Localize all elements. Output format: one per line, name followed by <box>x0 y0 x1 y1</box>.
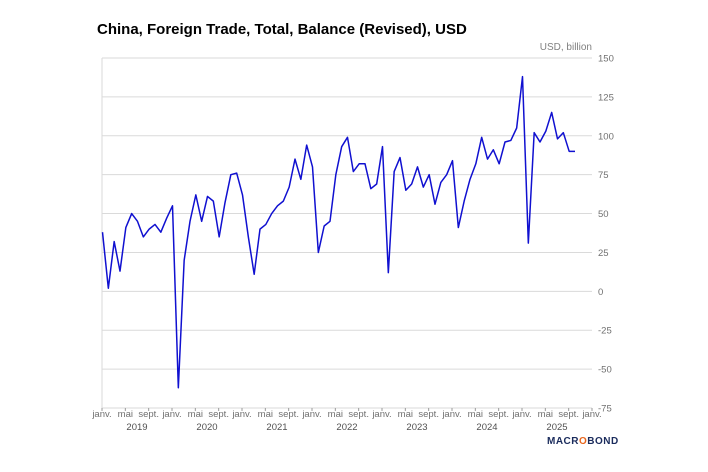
y-axis: 150 125 100 75 50 25 0 -25 -50 -75 <box>598 54 614 415</box>
y-tick-label: -25 <box>598 326 612 337</box>
x-year-label: 2023 <box>406 422 427 433</box>
x-tick-label: mai <box>328 409 343 420</box>
x-tick-label: sept. <box>418 409 439 420</box>
x-tick-label: mai <box>398 409 413 420</box>
x-tick-label: sept. <box>558 409 579 420</box>
x-tick-label: mai <box>538 409 553 420</box>
x-tick-label: janv. <box>231 409 251 420</box>
x-tick-label: janv. <box>581 409 601 420</box>
x-tick-label: janv. <box>161 409 181 420</box>
x-tick-label: janv. <box>301 409 321 420</box>
macrobond-logo: MACROBOND <box>547 436 619 447</box>
x-tick-label: sept. <box>348 409 369 420</box>
y-tick-label: 50 <box>598 209 609 220</box>
x-year-label: 2020 <box>196 422 217 433</box>
y-tick-label: 150 <box>598 54 614 65</box>
x-tick-label: janv. <box>91 409 111 420</box>
x-year-label: 2021 <box>266 422 287 433</box>
x-year-label: 2022 <box>336 422 357 433</box>
x-tick-label: mai <box>258 409 273 420</box>
x-tick-label: sept. <box>278 409 299 420</box>
x-axis: janv. mai sept. janv. mai sept. janv. mai sept. j… <box>91 408 602 433</box>
y-tick-label: -75 <box>598 404 612 415</box>
x-tick-label: janv. <box>371 409 391 420</box>
y-tick-label: -50 <box>598 365 612 376</box>
x-tick-label: sept. <box>138 409 159 420</box>
x-tick-label: mai <box>468 409 483 420</box>
x-tick-label: mai <box>188 409 203 420</box>
x-tick-label: sept. <box>208 409 229 420</box>
x-year-label: 2024 <box>476 422 497 433</box>
y-tick-label: 100 <box>598 131 614 142</box>
y-tick-label: 75 <box>598 170 609 181</box>
y-tick-label: 0 <box>598 287 603 298</box>
x-tick-label: janv. <box>441 409 461 420</box>
chart-title: China, Foreign Trade, Total, Balance (Re… <box>97 21 467 38</box>
y-tick-label: 25 <box>598 248 609 259</box>
x-tick-label: sept. <box>488 409 509 420</box>
x-year-label: 2019 <box>126 422 147 433</box>
x-tick-label: mai <box>118 409 133 420</box>
y-tick-label: 125 <box>598 92 614 103</box>
unit-label: USD, billion <box>539 42 592 53</box>
series-line-balance <box>101 75 575 389</box>
x-year-label: 2025 <box>546 422 567 433</box>
x-tick-label: janv. <box>511 409 531 420</box>
